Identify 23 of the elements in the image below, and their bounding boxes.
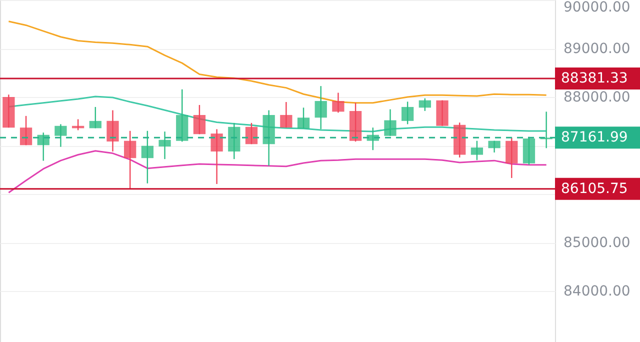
candlestick: [245, 122, 258, 145]
candlestick: [124, 130, 136, 190]
y-tick-label: 90000.00: [564, 0, 630, 16]
candlestick: [332, 92, 344, 114]
candlestick: [402, 101, 414, 125]
ref-line-label: 87161.99: [561, 130, 628, 146]
y-tick-label: 88000.00: [564, 90, 630, 106]
candlestick: [297, 107, 310, 130]
candlestick: [210, 128, 223, 185]
candlestick: [470, 140, 484, 161]
y-tick-label: 84000.00: [564, 284, 630, 300]
candlestick: [89, 106, 102, 129]
candlestick: [106, 110, 119, 152]
candlestick: [314, 85, 327, 130]
y-tick-label: 85000.00: [564, 235, 630, 252]
candlestick: [506, 136, 518, 179]
candlestick: [193, 104, 206, 135]
y-tick-label: 89000.00: [564, 41, 630, 58]
ref-line-label: 88381.33: [561, 70, 628, 87]
candlestick: [418, 98, 431, 112]
candlestick: [280, 101, 292, 128]
candlestick: [20, 115, 32, 146]
ref-line-label: 86105.75: [561, 180, 628, 197]
